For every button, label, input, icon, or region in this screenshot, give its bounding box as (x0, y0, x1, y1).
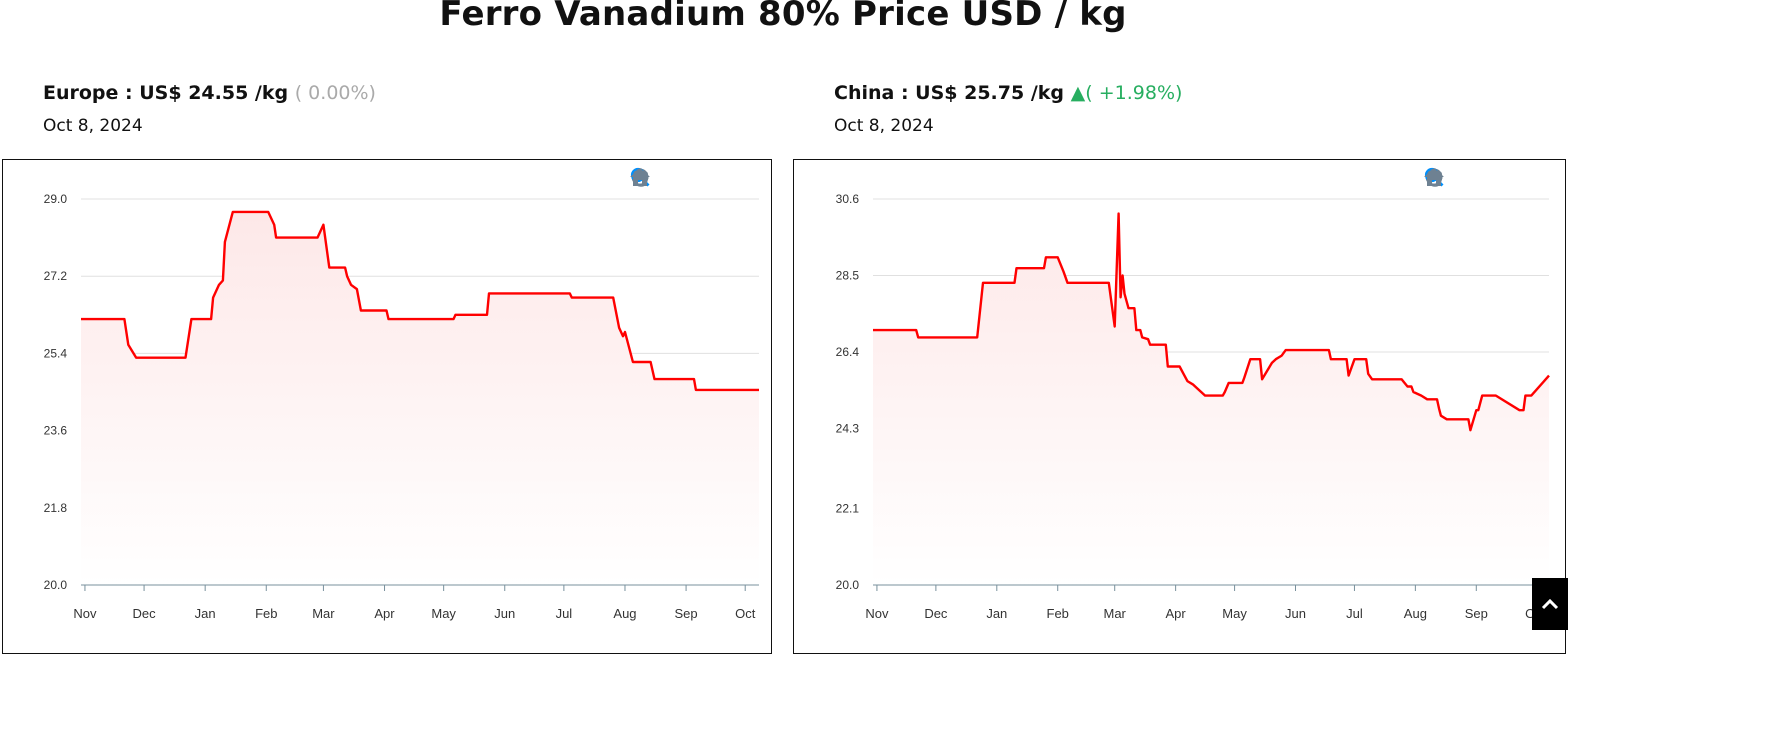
europe-chart: 20.0 21.8 23.6 25.4 27.2 29.0 Nov Dec Jan Feb Mar A… (2, 159, 772, 654)
x-tick-label: Sep (1465, 606, 1488, 621)
zoom-out-icon[interactable] (631, 166, 679, 188)
x-tick-label: Apr (374, 606, 395, 621)
page-title: Ferro Vanadium 80% Price USD / kg (439, 0, 1127, 34)
zoom-out-icon[interactable] (1425, 166, 1473, 188)
area-fill (873, 213, 1549, 585)
y-tick-label: 30.6 (836, 192, 860, 206)
y-tick-label: 27.2 (44, 269, 68, 283)
x-tick-label: Mar (312, 606, 335, 621)
selection-zoom-icon[interactable] (1424, 166, 1501, 188)
chart-toolbar (1423, 166, 1557, 188)
price-change: ( +1.98%) (1085, 82, 1183, 104)
y-tick-label: 25.4 (44, 346, 68, 360)
x-tick-label: Jan (195, 606, 216, 621)
x-tick-label: Nov (73, 606, 97, 621)
y-tick-label: 26.4 (836, 345, 860, 359)
y-tick-label: 22.1 (836, 502, 860, 516)
x-tick-label: Apr (1166, 606, 1187, 621)
region-label: Europe : US$ (43, 82, 189, 104)
x-tick-label: Jun (1285, 606, 1306, 621)
price-value: 25.75 (964, 82, 1025, 104)
chart-toolbar (629, 166, 763, 188)
y-tick-label: 21.8 (44, 501, 68, 515)
reset-home-icon[interactable] (630, 166, 763, 188)
x-tick-label: May (431, 606, 456, 621)
reset-home-icon[interactable] (1424, 166, 1557, 188)
selection-zoom-icon[interactable] (630, 166, 707, 188)
x-tick-label: Aug (613, 606, 636, 621)
x-tick-label: Jan (986, 606, 1007, 621)
x-tick-label: Jul (556, 606, 573, 621)
price-line (873, 212, 1550, 432)
x-tick-label: Feb (255, 606, 277, 621)
y-tick-label: 24.3 (836, 421, 860, 435)
price-unit: /kg (248, 82, 289, 104)
x-tick-label: Mar (1104, 606, 1127, 621)
price-value: 24.55 (188, 82, 249, 104)
x-tick-label: Jun (494, 606, 515, 621)
y-tick-label: 28.5 (836, 268, 860, 282)
price-change: ( 0.00%) (294, 82, 376, 104)
area-fill (81, 211, 759, 585)
y-tick-label: 20.0 (44, 578, 68, 592)
china-chart: 20.0 22.1 24.3 26.4 28.5 30.6 Nov Dec Jan Feb Mar A… (793, 159, 1566, 654)
x-tick-label: Nov (865, 606, 889, 621)
x-tick-label: Sep (675, 606, 698, 621)
china-date: Oct 8, 2024 (834, 116, 934, 136)
x-tick-label: Dec (924, 606, 948, 621)
europe-price-header: Europe : US$ 24.55 /kg ( 0.00%) (43, 82, 376, 104)
pan-hand-icon[interactable] (634, 166, 735, 188)
x-tick-label: Dec (133, 606, 157, 621)
x-tick-label: May (1222, 606, 1247, 621)
price-unit: /kg (1024, 82, 1065, 104)
y-tick-label: 29.0 (44, 192, 68, 206)
europe-date: Oct 8, 2024 (43, 116, 143, 136)
up-arrow-icon: ▲ (1070, 82, 1086, 104)
x-tick-label: Aug (1404, 606, 1427, 621)
chart-svg: 20.0 22.1 24.3 26.4 28.5 30.6 Nov Dec Jan Feb Mar A… (836, 192, 1550, 621)
chevron-up-icon (1541, 598, 1559, 610)
pan-hand-icon[interactable] (1428, 166, 1529, 188)
chart-svg: 20.0 21.8 23.6 25.4 27.2 29.0 Nov Dec Jan Feb Mar A… (44, 192, 759, 621)
scroll-to-top-button[interactable] (1532, 578, 1568, 630)
price-line (81, 210, 759, 392)
x-tick-label: Jul (1346, 606, 1363, 621)
y-tick-label: 20.0 (836, 578, 860, 592)
x-tick-label: Oct (735, 606, 756, 621)
china-price-header: China : US$ 25.75 /kg ▲( +1.98%) (834, 82, 1182, 104)
x-tick-label: Feb (1047, 606, 1069, 621)
region-label: China : US$ (834, 82, 965, 104)
y-tick-label: 23.6 (44, 424, 68, 438)
